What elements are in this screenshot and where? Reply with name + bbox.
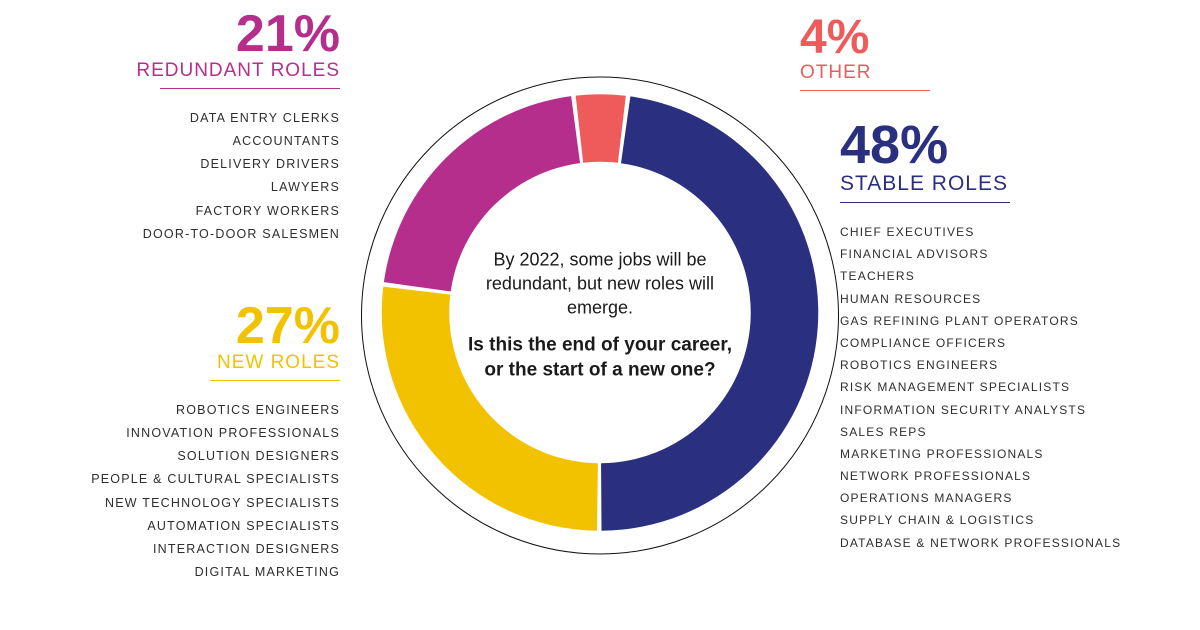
new-job-item: ROBOTICS ENGINEERS <box>20 399 340 422</box>
redundant-job-item: DELIVERY DRIVERS <box>20 153 340 176</box>
stable-job-item: COMPLIANCE OFFICERS <box>840 332 1190 354</box>
redundant-job-item: ACCOUNTANTS <box>20 130 340 153</box>
stable-job-item: INFORMATION SECURITY ANALYSTS <box>840 399 1190 421</box>
donut-chart: By 2022, some jobs will be redundant, bu… <box>375 88 825 543</box>
redundant-jobs-list: DATA ENTRY CLERKSACCOUNTANTSDELIVERY DRI… <box>20 107 340 246</box>
redundant-job-item: FACTORY WORKERS <box>20 200 340 223</box>
category-other: 4% OTHER <box>800 14 1040 91</box>
new-job-item: INNOVATION PROFESSIONALS <box>20 422 340 445</box>
center-lead: By 2022, some jobs will be redundant, bu… <box>465 247 735 320</box>
center-question: Is this the end of your career, or the s… <box>465 334 735 383</box>
stable-job-item: TEACHERS <box>840 265 1190 287</box>
category-redundant: 21% REDUNDANT ROLES DATA ENTRY CLERKSACC… <box>20 8 340 246</box>
chart-center-text: By 2022, some jobs will be redundant, bu… <box>465 247 735 383</box>
stable-job-item: RISK MANAGEMENT SPECIALISTS <box>840 376 1190 398</box>
stable-underline <box>840 202 1010 203</box>
new-job-item: AUTOMATION SPECIALISTS <box>20 515 340 538</box>
stable-job-item: NETWORK PROFESSIONALS <box>840 465 1190 487</box>
stable-jobs-list: CHIEF EXECUTIVESFINANCIAL ADVISORSTEACHE… <box>840 221 1190 554</box>
new-job-item: SOLUTION DESIGNERS <box>20 445 340 468</box>
redundant-job-item: DOOR-TO-DOOR SALESMEN <box>20 223 340 246</box>
category-new: 27% NEW ROLES ROBOTICS ENGINEERSINNOVATI… <box>20 300 340 584</box>
new-job-item: INTERACTION DESIGNERS <box>20 538 340 561</box>
stable-job-item: GAS REFINING PLANT OPERATORS <box>840 310 1190 332</box>
stable-job-item: SUPPLY CHAIN & LOGISTICS <box>840 509 1190 531</box>
stable-job-item: ROBOTICS ENGINEERS <box>840 354 1190 376</box>
stable-job-item: FINANCIAL ADVISORS <box>840 243 1190 265</box>
new-job-item: DIGITAL MARKETING <box>20 561 340 584</box>
stable-job-item: OPERATIONS MANAGERS <box>840 487 1190 509</box>
new-underline <box>210 380 340 381</box>
stable-job-item: HUMAN RESOURCES <box>840 288 1190 310</box>
new-label: NEW ROLES <box>20 352 340 374</box>
stable-percent: 48% <box>840 118 1190 172</box>
other-label: OTHER <box>800 62 1040 84</box>
new-job-item: NEW TECHNOLOGY SPECIALISTS <box>20 492 340 515</box>
category-stable: 48% STABLE ROLES CHIEF EXECUTIVESFINANCI… <box>840 118 1190 554</box>
new-jobs-list: ROBOTICS ENGINEERSINNOVATION PROFESSIONA… <box>20 399 340 584</box>
stable-job-item: MARKETING PROFESSIONALS <box>840 443 1190 465</box>
redundant-job-item: LAWYERS <box>20 176 340 199</box>
new-job-item: PEOPLE & CULTURAL SPECIALISTS <box>20 468 340 491</box>
new-percent: 27% <box>20 300 340 352</box>
redundant-percent: 21% <box>20 8 340 60</box>
stable-job-item: CHIEF EXECUTIVES <box>840 221 1190 243</box>
redundant-underline <box>160 88 340 89</box>
other-percent: 4% <box>800 14 1040 62</box>
other-underline <box>800 90 930 91</box>
stable-job-item: DATABASE & NETWORK PROFESSIONALS <box>840 532 1190 554</box>
stable-label: STABLE ROLES <box>840 172 1190 196</box>
redundant-job-item: DATA ENTRY CLERKS <box>20 107 340 130</box>
redundant-label: REDUNDANT ROLES <box>20 60 340 82</box>
stable-job-item: SALES REPS <box>840 421 1190 443</box>
